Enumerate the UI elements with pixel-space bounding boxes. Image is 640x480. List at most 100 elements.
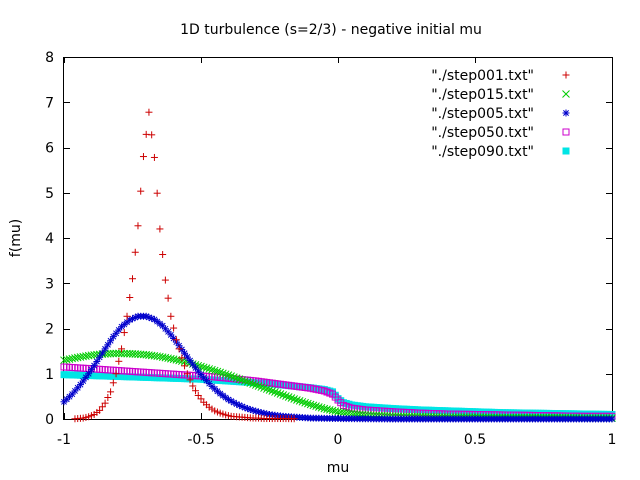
y-tick-label: 0 [45, 412, 54, 428]
x-tick-label: 1 [608, 432, 617, 448]
data-point [126, 294, 134, 302]
x-tick-label: -0.5 [187, 432, 214, 448]
data-point [608, 415, 616, 423]
data-point [109, 379, 117, 387]
data-point [170, 324, 178, 332]
data-point [82, 373, 90, 381]
data-point [216, 368, 225, 377]
data-point [104, 341, 112, 349]
data-point [189, 382, 197, 390]
data-point [246, 379, 255, 387]
data-point [295, 397, 304, 405]
legend-marker [562, 109, 570, 117]
data-point [273, 389, 282, 397]
data-point [159, 251, 167, 259]
chart-title: 1D turbulence (s=2/3) - negative initial… [180, 22, 482, 38]
data-point [312, 402, 320, 411]
legend-label: "./step015.txt" [431, 87, 534, 103]
x-tick-label: -1 [57, 432, 71, 448]
data-point [115, 357, 123, 365]
data-point [150, 153, 158, 161]
data-point [129, 275, 136, 283]
y-tick-label: 1 [45, 367, 54, 383]
data-point [306, 400, 315, 409]
legend-label: "./step090.txt" [431, 144, 534, 160]
data-point [287, 394, 296, 402]
data-point [153, 189, 161, 197]
y-tick-label: 6 [45, 141, 54, 157]
data-point [118, 345, 126, 353]
data-point [189, 360, 197, 368]
data-point [254, 382, 263, 390]
x-axis-label: mu [327, 460, 350, 476]
y-tick-label: 4 [45, 231, 54, 247]
data-point [213, 367, 222, 376]
data-point [260, 384, 268, 392]
data-point [298, 397, 307, 406]
data-point [107, 388, 115, 396]
data-point [301, 398, 309, 407]
data-point [183, 353, 191, 361]
y-tick-label: 7 [45, 95, 54, 111]
data-point [167, 331, 175, 339]
data-point [290, 395, 299, 403]
data-point [183, 370, 191, 378]
data-point [186, 376, 194, 384]
legend-marker [562, 71, 570, 79]
data-point [210, 366, 219, 375]
data-point [224, 371, 233, 379]
series-1 [71, 108, 298, 423]
data-point [240, 377, 249, 385]
data-point [243, 378, 252, 386]
data-point [87, 366, 95, 374]
data-point [230, 373, 238, 381]
data-point [251, 381, 260, 389]
data-point [96, 353, 104, 361]
legend-label: "./step050.txt" [431, 125, 534, 141]
data-point [309, 401, 318, 410]
data-point [202, 364, 211, 372]
data-point [167, 312, 175, 320]
legend: "./step001.txt" "./step015.txt" "./step005… [431, 68, 570, 160]
data-point [96, 406, 104, 414]
data-point [178, 354, 186, 362]
data-point [123, 312, 131, 320]
data-point [304, 399, 312, 408]
data-point [208, 365, 216, 374]
data-point [181, 362, 189, 370]
data-point [205, 365, 214, 373]
series-3 [60, 312, 616, 423]
data-point [156, 225, 164, 233]
data-point [101, 345, 109, 353]
data-point [279, 391, 288, 399]
series-layer [60, 108, 616, 423]
data-point [227, 372, 235, 380]
data-point [112, 349, 120, 358]
data-point [255, 408, 263, 416]
data-point [221, 370, 230, 379]
x-tick-label: 0.5 [464, 432, 486, 448]
data-point [290, 415, 298, 423]
data-point [238, 376, 246, 384]
data-point [161, 276, 169, 284]
data-point [134, 222, 142, 230]
data-point [137, 187, 145, 195]
data-point [148, 131, 156, 139]
data-point [120, 329, 128, 337]
data-point [265, 386, 274, 394]
data-point [314, 403, 323, 411]
data-point [268, 387, 277, 395]
data-point [93, 358, 101, 366]
data-point [139, 153, 147, 161]
data-point [145, 108, 153, 116]
data-point [101, 399, 109, 407]
data-point [175, 345, 183, 353]
legend-marker [562, 128, 570, 136]
legend-marker [562, 90, 570, 98]
data-point [186, 357, 194, 365]
legend-label: "./step005.txt" [431, 106, 534, 122]
data-point [282, 392, 290, 400]
data-point [249, 380, 257, 388]
y-tick-label: 3 [45, 276, 54, 292]
